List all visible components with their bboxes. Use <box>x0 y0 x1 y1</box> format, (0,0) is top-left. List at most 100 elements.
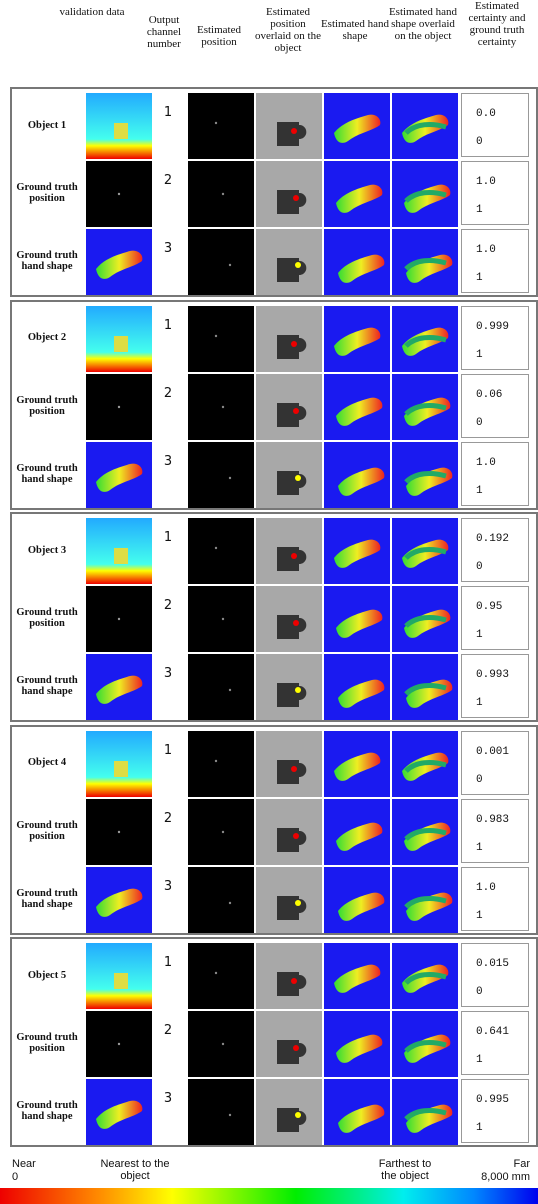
validation-image <box>86 93 152 159</box>
estimated-certainty: 1.0 <box>476 882 496 894</box>
estimated-position-svg <box>188 93 254 159</box>
estimated-position <box>188 442 254 508</box>
estimated-hand <box>324 586 390 652</box>
position-overlay-svg <box>256 1079 322 1145</box>
estimated-hand-svg <box>324 731 390 797</box>
row-label: Object 2 <box>14 306 80 370</box>
validation-image <box>86 442 152 508</box>
estimated-hand <box>324 306 390 372</box>
estimated-hand-svg <box>324 586 390 652</box>
estimated-hand-svg <box>324 799 390 865</box>
ground-truth-certainty: 1 <box>476 842 483 854</box>
estimated-position-svg <box>188 518 254 584</box>
channel-number: 3 <box>158 879 178 894</box>
position-overlay-svg <box>256 93 322 159</box>
row-label: Object 5 <box>14 943 80 1007</box>
estimated-certainty: 1.0 <box>476 244 496 256</box>
position-overlay-svg <box>256 731 322 797</box>
validation-image-svg <box>86 161 152 227</box>
header-label: Estimated hand shape <box>320 18 390 42</box>
estimated-certainty: 0.192 <box>476 533 509 545</box>
color-bar <box>0 1188 538 1204</box>
validation-image <box>86 654 152 720</box>
ground-truth-certainty: 0 <box>476 417 483 429</box>
channel-number: 3 <box>158 241 178 256</box>
hand-overlay-svg <box>392 374 458 440</box>
position-overlay <box>256 867 322 933</box>
validation-image-svg <box>86 654 152 720</box>
validation-image-svg <box>86 867 152 933</box>
estimated-position-svg <box>188 229 254 295</box>
hand-overlay-svg <box>392 442 458 508</box>
legend-far-value: 8,000 mm <box>481 1171 530 1183</box>
hand-overlay-svg <box>392 93 458 159</box>
position-overlay-svg <box>256 867 322 933</box>
ground-truth-certainty: 1 <box>476 485 483 497</box>
header-label: Output channel number <box>140 14 188 50</box>
ground-truth-certainty: 0 <box>476 136 483 148</box>
position-overlay-svg <box>256 518 322 584</box>
position-overlay <box>256 306 322 372</box>
estimated-position <box>188 654 254 720</box>
row-label: Object 3 <box>14 518 80 582</box>
estimated-hand <box>324 374 390 440</box>
position-overlay <box>256 229 322 295</box>
validation-image <box>86 586 152 652</box>
position-overlay-svg <box>256 442 322 508</box>
channel-number: 2 <box>158 811 178 826</box>
validation-image <box>86 229 152 295</box>
estimated-hand <box>324 867 390 933</box>
legend-nearest: Nearest to the object <box>100 1158 170 1182</box>
validation-image <box>86 374 152 440</box>
ground-truth-certainty: 1 <box>476 697 483 709</box>
legend-far: Far <box>514 1158 531 1170</box>
hand-overlay <box>392 867 458 933</box>
estimated-hand-svg <box>324 1011 390 1077</box>
hand-overlay-svg <box>392 867 458 933</box>
estimated-hand <box>324 731 390 797</box>
hand-overlay <box>392 654 458 720</box>
row-label: Ground truth hand shape <box>14 442 80 506</box>
estimated-position <box>188 1079 254 1145</box>
position-overlay <box>256 654 322 720</box>
hand-overlay <box>392 1079 458 1145</box>
validation-image <box>86 161 152 227</box>
hand-overlay-svg <box>392 586 458 652</box>
estimated-hand <box>324 1079 390 1145</box>
validation-image-svg <box>86 586 152 652</box>
estimated-hand-svg <box>324 442 390 508</box>
position-overlay <box>256 731 322 797</box>
ground-truth-certainty: 1 <box>476 629 483 641</box>
position-overlay-svg <box>256 161 322 227</box>
row-label: Ground truth position <box>14 799 80 863</box>
position-overlay <box>256 442 322 508</box>
estimated-position <box>188 161 254 227</box>
validation-image-svg <box>86 943 152 1009</box>
estimated-position <box>188 306 254 372</box>
channel-number: 2 <box>158 598 178 613</box>
estimated-position-svg <box>188 1079 254 1145</box>
estimated-hand-svg <box>324 654 390 720</box>
position-overlay-svg <box>256 586 322 652</box>
position-overlay-svg <box>256 799 322 865</box>
position-overlay-svg <box>256 229 322 295</box>
position-overlay-svg <box>256 654 322 720</box>
estimated-hand <box>324 161 390 227</box>
header-label: Estimated hand shape overlaid on the obj… <box>388 6 458 42</box>
validation-image <box>86 867 152 933</box>
validation-image-svg <box>86 1011 152 1077</box>
estimated-position-svg <box>188 161 254 227</box>
ground-truth-certainty: 1 <box>476 910 483 922</box>
channel-number: 2 <box>158 386 178 401</box>
legend-near-value: 0 <box>12 1171 18 1183</box>
hand-overlay-svg <box>392 1079 458 1145</box>
estimated-hand-svg <box>324 1079 390 1145</box>
estimated-hand <box>324 943 390 1009</box>
hand-overlay <box>392 731 458 797</box>
